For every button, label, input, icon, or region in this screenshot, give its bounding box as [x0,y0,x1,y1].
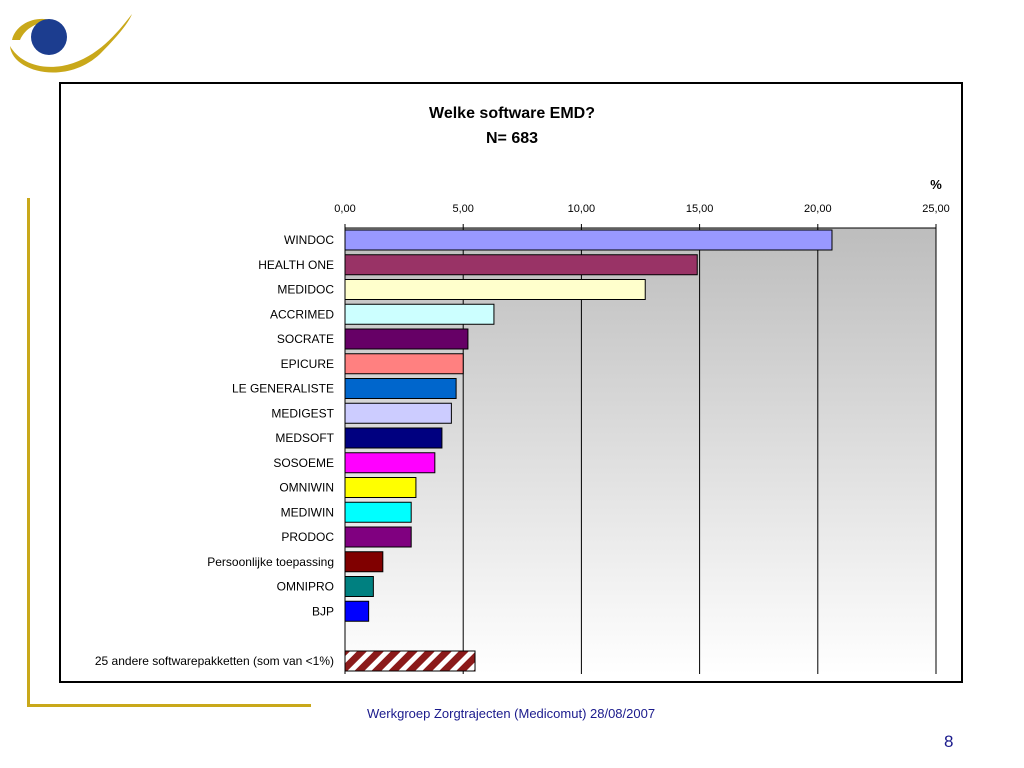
bar [344,551,384,573]
category-label: SOCRATE [277,332,334,346]
x-tick-label: 20,00 [804,203,832,215]
category-label: OMNIPRO [277,580,334,594]
x-tick-label: 15,00 [686,203,714,215]
bar [344,378,457,399]
unit-label: % [930,177,942,192]
category-label: MEDSOFT [275,431,334,445]
category-label: MEDIGEST [271,406,334,420]
bar [344,477,417,498]
x-tick-label: 10,00 [568,203,596,215]
category-label: 25 andere softwarepakketten (som van <1%… [95,654,334,668]
bar [344,303,495,325]
decorative-vertical-line [27,198,30,706]
bar [344,526,412,548]
logo [10,14,132,73]
bar [344,353,464,375]
bar [344,452,436,474]
category-label: MEDIWIN [281,505,334,519]
bar [344,650,476,672]
x-tick-label: 25,00 [922,203,950,215]
bar [344,279,646,300]
bar [344,328,469,350]
category-label: ACCRIMED [270,307,334,321]
category-label: WINDOC [284,233,334,247]
logo-swoosh [10,14,132,73]
category-label: BJP [312,604,334,618]
decorative-horizontal-line [27,704,311,707]
chart-subtitle: N= 683 [486,130,538,147]
bar [344,229,833,251]
category-label: HEALTH ONE [258,258,334,272]
bar [344,402,452,424]
bar [344,501,412,523]
bar [344,576,374,597]
category-label: EPICURE [281,357,334,371]
bar [344,254,698,276]
category-label: SOSOEME [273,456,334,470]
chart-title: Welke software EMD? [429,105,595,122]
plot-area [345,228,936,674]
category-label: PRODOC [281,530,334,544]
page-number: 8 [944,732,954,751]
category-label: LE GENERALISTE [232,382,334,396]
category-label: OMNIWIN [279,481,334,495]
x-tick-label: 0,00 [334,203,355,215]
category-label: Persoonlijke toepassing [207,555,334,569]
bar [344,600,370,622]
footer-text: Werkgroep Zorgtrajecten (Medicomut) 28/0… [367,706,656,721]
category-label: MEDIDOC [277,283,334,297]
bar [344,427,443,449]
logo-dot [31,19,67,55]
x-tick-label: 5,00 [452,203,473,215]
